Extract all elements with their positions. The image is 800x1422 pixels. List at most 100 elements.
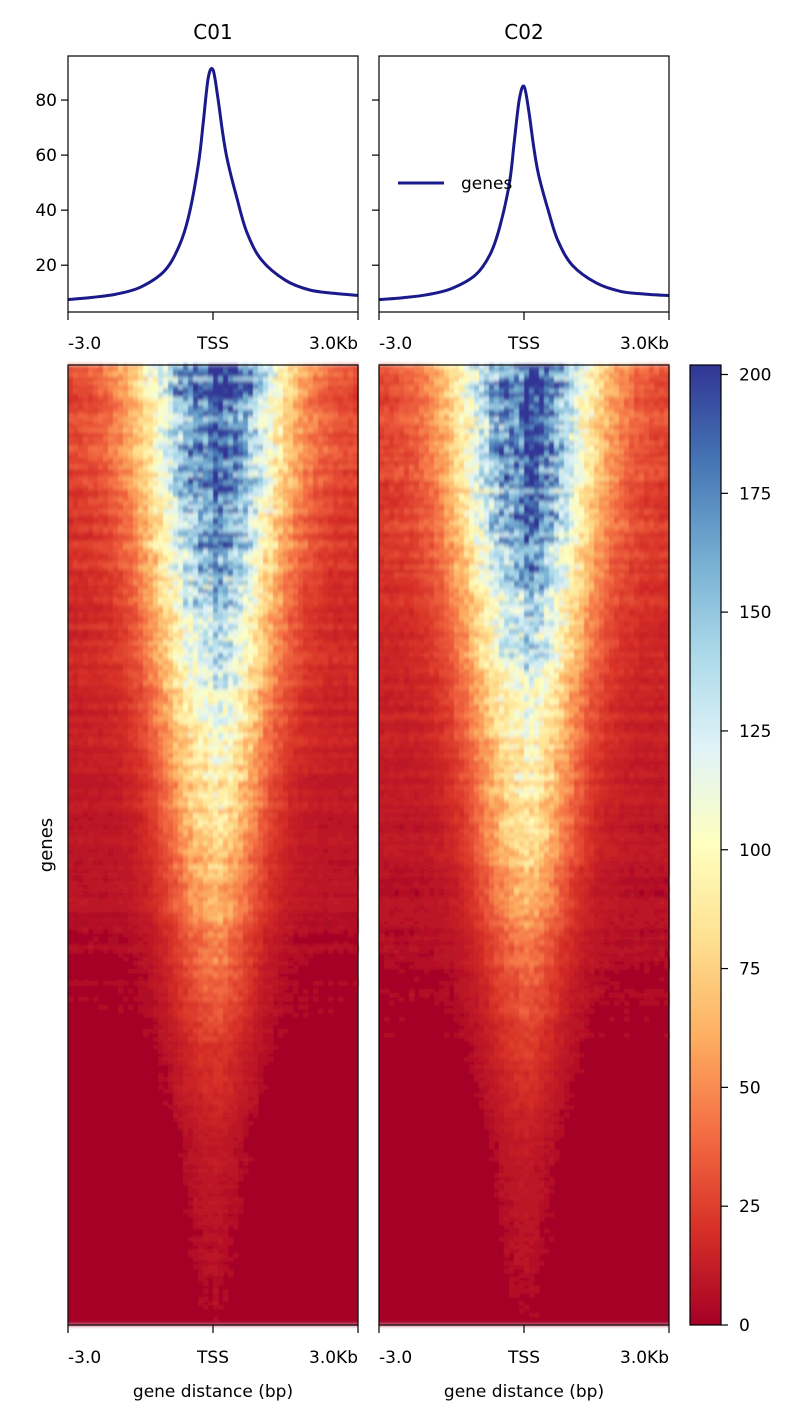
heatmap-cell	[133, 425, 139, 429]
heatmap-cell	[183, 669, 189, 673]
heatmap-cell	[318, 365, 324, 369]
heatmap-cell	[248, 481, 254, 485]
heatmap-cell	[283, 649, 289, 653]
heatmap-cell	[108, 629, 114, 633]
heatmap-cell	[208, 505, 214, 509]
heatmap-cell	[173, 693, 179, 697]
heatmap-cell	[253, 561, 259, 565]
heatmap-cell	[113, 433, 119, 437]
heatmap-cell	[163, 673, 169, 677]
heatmap-cell	[103, 661, 109, 665]
heatmap-cell	[198, 529, 204, 533]
heatmap-cell	[303, 549, 309, 553]
heatmap-cell	[238, 465, 244, 469]
heatmap-cell	[88, 393, 94, 397]
heatmap-cell	[78, 581, 84, 585]
heatmap-cell	[283, 581, 289, 585]
heatmap-cell	[73, 441, 79, 445]
heatmap-cell	[78, 653, 84, 657]
heatmap-cell	[128, 413, 134, 417]
heatmap-cell	[213, 617, 219, 621]
heatmap-cell	[243, 457, 249, 461]
heatmap-cell	[343, 689, 349, 693]
heatmap-cell	[68, 505, 74, 509]
heatmap-cell	[123, 397, 129, 401]
heatmap-cell	[158, 657, 164, 661]
heatmap-cell	[248, 537, 254, 541]
heatmap-cell	[268, 517, 274, 521]
heatmap-cell	[288, 497, 294, 501]
heatmap-cell	[258, 501, 264, 505]
heatmap-cell	[203, 689, 209, 693]
heatmap-cell	[173, 689, 179, 693]
heatmap-cell	[118, 701, 124, 705]
heatmap-cell	[218, 605, 224, 609]
heatmap-cell	[68, 469, 74, 473]
heatmap-cell	[158, 629, 164, 633]
heatmap-cell	[303, 569, 309, 573]
heatmap-cell	[128, 401, 134, 405]
heatmap-cell	[173, 589, 179, 593]
heatmap-cell	[103, 525, 109, 529]
heatmap-cell	[218, 689, 224, 693]
heatmap-cell	[208, 377, 214, 381]
heatmap-cell	[268, 449, 274, 453]
heatmap-cell	[223, 601, 229, 605]
heatmap-cell	[303, 405, 309, 409]
heatmap-cell	[303, 597, 309, 601]
heatmap-cell	[203, 601, 209, 605]
heatmap-cell	[333, 577, 339, 581]
heatmap-cell	[153, 653, 159, 657]
heatmap-cell	[313, 469, 319, 473]
heatmap-cell	[198, 385, 204, 389]
heatmap-cell	[248, 393, 254, 397]
heatmap-cell	[83, 421, 89, 425]
heatmap-cell	[153, 493, 159, 497]
heatmap-cell	[323, 529, 329, 533]
heatmap-cell	[308, 565, 314, 569]
heatmap-cell	[348, 549, 354, 553]
heatmap-cell	[183, 501, 189, 505]
heatmap-cell	[103, 653, 109, 657]
heatmap-cell	[123, 393, 129, 397]
heatmap-cell	[263, 617, 269, 621]
heatmap-cell	[128, 505, 134, 509]
heatmap-cell	[253, 597, 259, 601]
heatmap-cell	[258, 385, 264, 389]
heatmap-cell	[183, 369, 189, 373]
heatmap-cell	[278, 525, 284, 529]
heatmap-cell	[188, 517, 194, 521]
heatmap-cell	[108, 417, 114, 421]
heatmap-cell	[168, 561, 174, 565]
heatmap-cell	[293, 633, 299, 637]
heatmap-cell	[163, 485, 169, 489]
heatmap-cell	[143, 405, 149, 409]
heatmap-cell	[258, 573, 264, 577]
heatmap-cell	[288, 425, 294, 429]
heatmap-cell	[253, 689, 259, 693]
heatmap-cell	[348, 677, 354, 681]
heatmap-cell	[68, 453, 74, 457]
heatmap-cell	[148, 477, 154, 481]
heatmap-cell	[248, 385, 254, 389]
heatmap-cell	[163, 525, 169, 529]
heatmap-cell	[258, 701, 264, 705]
heatmap-cell	[193, 473, 199, 477]
heatmap-cell	[148, 469, 154, 473]
heatmap-cell	[233, 565, 239, 569]
heatmap-cell	[118, 549, 124, 553]
heatmap-cell	[138, 429, 144, 433]
heatmap-cell	[88, 521, 94, 525]
heatmap-cell	[68, 485, 74, 489]
heatmap-cell	[283, 533, 289, 537]
heatmap-cell	[78, 605, 84, 609]
heatmap-cell	[193, 673, 199, 677]
heatmap-cell	[293, 401, 299, 405]
heatmap-cell	[108, 385, 114, 389]
heatmap-cell	[223, 405, 229, 409]
heatmap-cell	[198, 681, 204, 685]
heatmap-cell	[258, 433, 264, 437]
heatmap-cell	[108, 529, 114, 533]
heatmap-cell	[223, 433, 229, 437]
heatmap-cell	[208, 509, 214, 513]
